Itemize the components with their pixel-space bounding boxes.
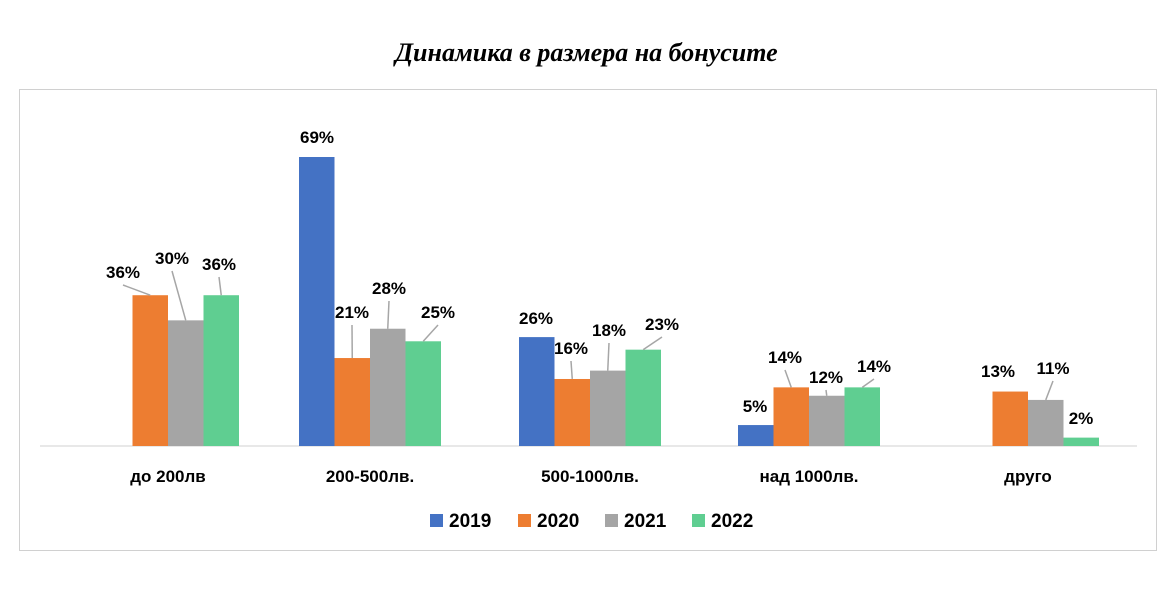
legend-swatch-2021: [605, 514, 618, 527]
category-label-5: друго: [1004, 467, 1052, 486]
leader-line-2021-1: [171, 270, 187, 321]
data-label-2019-3: 26%: [519, 309, 553, 328]
legend-label-2020: 2020: [537, 511, 579, 532]
bar-2022-2: [405, 341, 441, 446]
leader-line-2021-5: [1045, 380, 1054, 401]
chart-frame: [19, 89, 1157, 551]
category-label-2: 200-500лв.: [326, 467, 414, 486]
leader-line-2020-4: [784, 369, 792, 388]
leader-line-2022-2: [422, 324, 439, 342]
chart-title: Динамика в размера на бонусите: [395, 38, 778, 67]
bar-2021-5: [1028, 399, 1064, 446]
data-label-2022-3: 23%: [645, 315, 679, 334]
bar-2019-3: [519, 337, 555, 446]
leader-line-2020-1: [122, 284, 151, 296]
bar-2022-5: [1063, 437, 1099, 446]
data-label-2020-3: 16%: [554, 339, 588, 358]
data-label-2021-5: 11%: [1036, 359, 1069, 378]
leader-line-2021-2: [387, 300, 390, 329]
data-label-2020-2: 21%: [335, 303, 369, 322]
legend-label-2021: 2021: [624, 511, 667, 532]
data-label-2019-2: 69%: [300, 128, 334, 147]
bar-2022-1: [203, 295, 239, 446]
data-label-2022-5: 2%: [1069, 409, 1094, 428]
bar-2020-3: [554, 378, 590, 446]
bar-2019-2: [299, 157, 335, 446]
data-label-2021-2: 28%: [372, 279, 406, 298]
bar-2019-4: [738, 425, 774, 446]
bar-2021-4: [809, 395, 845, 446]
bar-2020-4: [773, 387, 809, 446]
leader-line-2022-1: [218, 276, 222, 296]
category-label-4: над 1000лв.: [759, 467, 858, 486]
bar-2020-1: [132, 295, 168, 446]
data-label-2020-4: 14%: [768, 348, 802, 367]
leader-line-2020-3: [570, 360, 573, 380]
leader-line-2022-3: [642, 336, 663, 351]
data-label-2022-1: 36%: [202, 255, 236, 274]
bar-2022-4: [844, 387, 880, 446]
data-label-2021-3: 18%: [592, 321, 626, 340]
bar-2020-5: [992, 391, 1028, 446]
data-label-2019-4: 5%: [743, 397, 768, 416]
legend-swatch-2022: [692, 514, 705, 527]
legend-label-2022: 2022: [711, 511, 753, 532]
leader-line-2022-4: [861, 378, 875, 388]
data-label-2022-2: 25%: [421, 303, 455, 322]
bar-2021-2: [370, 328, 406, 446]
bar-2021-3: [590, 370, 626, 446]
category-label-3: 500-1000лв.: [541, 467, 639, 486]
data-label-2020-5: 13%: [981, 362, 1015, 381]
legend-swatch-2020: [518, 514, 531, 527]
data-label-2020-1: 36%: [106, 263, 140, 282]
bar-2021-1: [168, 320, 204, 446]
bar-2020-2: [334, 358, 370, 446]
data-label-2022-4: 14%: [857, 357, 891, 376]
data-label-2021-1: 30%: [155, 249, 189, 268]
category-label-1: до 200лв: [130, 467, 206, 486]
data-label-2021-4: 12%: [809, 368, 843, 387]
leader-line-2021-3: [607, 342, 610, 371]
legend-swatch-2019: [430, 514, 443, 527]
leader-line-2021-4: [825, 389, 828, 396]
bar-2022-3: [625, 349, 661, 446]
legend-label-2019: 2019: [449, 511, 491, 532]
